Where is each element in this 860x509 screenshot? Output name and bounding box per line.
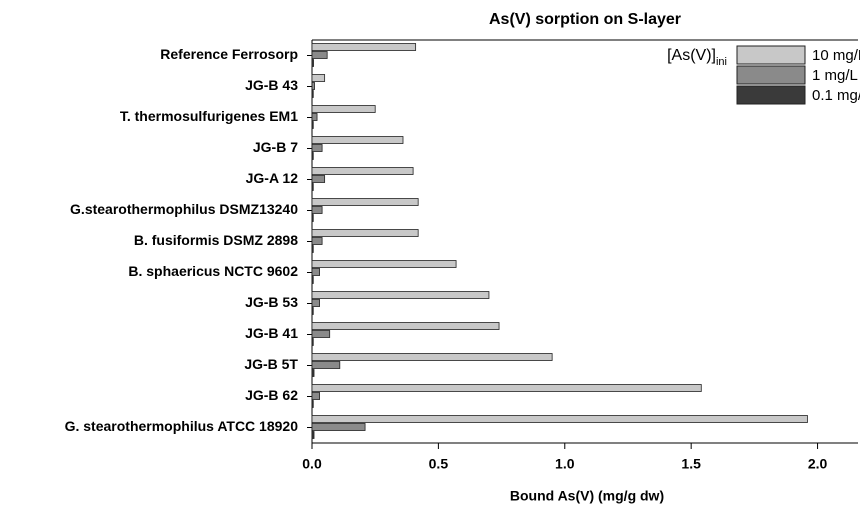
bar bbox=[311, 245, 314, 253]
x-axis-label: Bound As(V) (mg/g dw) bbox=[510, 488, 664, 504]
bar bbox=[311, 369, 315, 377]
bar bbox=[311, 330, 331, 338]
x-tick-label: 2.0 bbox=[808, 456, 828, 472]
bar bbox=[311, 299, 320, 307]
legend-title-main: [As(V)] bbox=[667, 47, 716, 64]
legend-swatch bbox=[736, 85, 806, 105]
y-tick-label: JG-B 43 bbox=[245, 77, 298, 93]
x-tick-label: 1.5 bbox=[681, 456, 701, 472]
chart-title: As(V) sorption on S-layer bbox=[489, 11, 681, 28]
bar bbox=[311, 82, 315, 90]
bar bbox=[311, 268, 320, 276]
bar bbox=[311, 400, 314, 408]
x-tick-label: 0.5 bbox=[429, 456, 449, 472]
bar bbox=[311, 291, 490, 299]
y-tick-label: G.stearothermophilus DSMZ13240 bbox=[70, 201, 298, 217]
legend-swatch bbox=[736, 65, 806, 85]
bar bbox=[311, 214, 314, 222]
y-tick-label: Reference Ferrosorp bbox=[160, 46, 298, 62]
y-tick-label: T. thermosulfurigenes EM1 bbox=[120, 108, 298, 124]
y-tick-label: B. sphaericus NCTC 9602 bbox=[128, 263, 298, 279]
bar bbox=[311, 121, 314, 129]
y-tick-label: B. fusiformis DSMZ 2898 bbox=[134, 232, 298, 248]
bar bbox=[311, 198, 419, 206]
x-tick-label: 0.0 bbox=[302, 456, 322, 472]
y-tick-label: JG-B 7 bbox=[253, 139, 298, 155]
bar bbox=[311, 415, 808, 423]
bar bbox=[311, 392, 320, 400]
bar bbox=[311, 105, 376, 113]
bar bbox=[311, 361, 341, 369]
x-tick-label: 1.0 bbox=[555, 456, 575, 472]
bar bbox=[311, 206, 323, 214]
legend-title-sub: ini bbox=[716, 56, 727, 68]
bar bbox=[311, 423, 366, 431]
bar bbox=[311, 353, 553, 361]
legend-label: 0.1 mg/L bbox=[812, 87, 860, 104]
bar bbox=[311, 90, 314, 98]
bar bbox=[311, 338, 314, 346]
y-tick-label: G. stearothermophilus ATCC 18920 bbox=[65, 418, 299, 434]
bar bbox=[311, 276, 314, 284]
bar bbox=[311, 136, 404, 144]
bar bbox=[311, 229, 419, 237]
bar bbox=[311, 384, 702, 392]
bar bbox=[311, 144, 323, 152]
y-tick-label: JG-B 5T bbox=[244, 356, 298, 372]
y-tick-label: JG-A 12 bbox=[246, 170, 299, 186]
bar bbox=[311, 167, 414, 175]
bar bbox=[311, 260, 457, 268]
bar bbox=[311, 43, 417, 51]
bar bbox=[311, 322, 500, 330]
bar bbox=[311, 74, 326, 82]
bar bbox=[311, 59, 314, 67]
bar bbox=[311, 51, 328, 59]
legend-title: [As(V)]ini bbox=[667, 47, 727, 68]
legend-swatch bbox=[736, 45, 806, 65]
y-tick-label: JG-B 62 bbox=[245, 387, 298, 403]
legend-label: 10 mg/L bbox=[812, 47, 860, 64]
y-tick-label: JG-B 53 bbox=[245, 294, 298, 310]
bar bbox=[311, 175, 326, 183]
bar bbox=[311, 431, 315, 439]
bar bbox=[311, 237, 323, 245]
bar bbox=[311, 307, 314, 315]
bar bbox=[311, 113, 318, 121]
bar bbox=[311, 183, 314, 191]
y-tick-label: JG-B 41 bbox=[245, 325, 298, 341]
legend-label: 1 mg/L bbox=[812, 67, 858, 84]
bar bbox=[311, 152, 314, 160]
